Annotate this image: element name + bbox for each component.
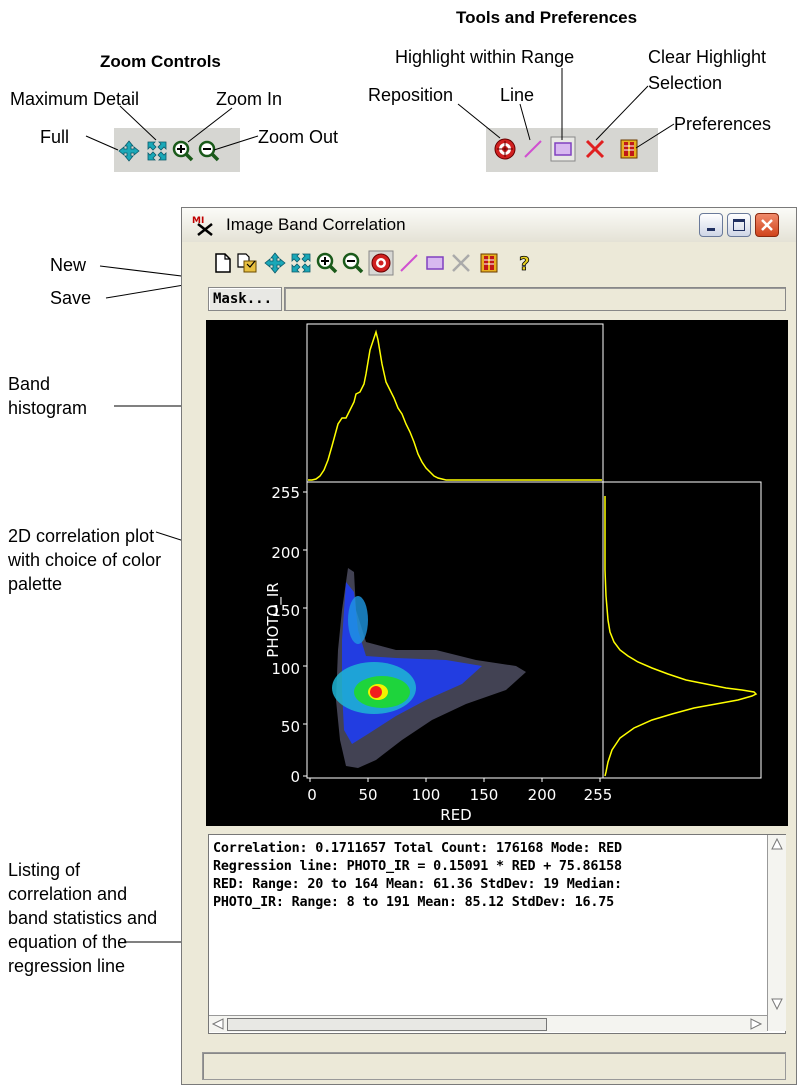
y-ticks: 255 200 150 100 50 0	[271, 484, 300, 786]
zoom-controls-heading: Zoom Controls	[100, 52, 221, 71]
y-axis-label: PHOTO_IR	[264, 582, 283, 657]
reposition-icon[interactable]	[368, 250, 394, 276]
line-icon[interactable]	[398, 252, 420, 274]
correlation-plot-area[interactable]: 255 200 150 100 50 0 0 50 100 150	[206, 320, 788, 826]
x-tick-200: 200	[528, 786, 557, 804]
x-tick-150: 150	[470, 786, 499, 804]
preferences-icon[interactable]	[478, 252, 500, 274]
horizontal-scroll-thumb[interactable]	[227, 1018, 547, 1031]
full-icon[interactable]	[264, 252, 286, 274]
stats-line-regression: Regression line: PHOTO_IR = 0.15091 * RE…	[213, 859, 622, 874]
y-tick-150: 150	[271, 602, 300, 620]
x-tick-100: 100	[412, 786, 441, 804]
clear-highlight-leader	[595, 85, 649, 141]
close-button[interactable]	[755, 213, 779, 237]
clear-highlight-label: Clear Highlight	[648, 47, 767, 67]
correlation-plot-callout: 2D correlation plot with choice of color…	[8, 526, 162, 594]
x-tick-0: 0	[307, 786, 317, 804]
line-label: Line	[500, 85, 535, 105]
stats-line-correlation: Correlation: 0.1711657 Total Count: 1761…	[213, 841, 622, 856]
full-leader	[85, 135, 119, 151]
red-band-histogram	[308, 329, 602, 481]
x-ticks: 0 50 100 150 200 255	[307, 786, 612, 804]
close-icon	[761, 219, 773, 231]
full-label: Full	[40, 127, 70, 147]
scroll-left-icon[interactable]	[211, 1017, 225, 1031]
toolbar: ?	[202, 248, 602, 280]
preferences-label: Preferences	[674, 114, 772, 134]
preferences-icon	[620, 139, 638, 159]
y-tick-200: 200	[271, 544, 300, 562]
selection-label: Selection	[648, 73, 723, 93]
listing-callout: Listing of correlation and band statisti…	[8, 860, 158, 976]
correlation-plot-svg: 255 200 150 100 50 0 0 50 100 150	[264, 323, 762, 824]
save-icon[interactable]	[236, 252, 258, 274]
maximize-button[interactable]	[727, 213, 751, 237]
maximum-detail-icon	[147, 141, 167, 161]
scatter-density	[332, 568, 526, 768]
scroll-up-icon[interactable]	[770, 837, 784, 851]
tools-preferences-heading: Tools and Preferences	[456, 8, 638, 27]
zoom-in-leader	[187, 107, 233, 143]
svg-text:?: ?	[519, 253, 530, 274]
x-tick-255: 255	[584, 786, 613, 804]
y-tick-100: 100	[271, 660, 300, 678]
preferences-leader	[635, 123, 675, 149]
clear-highlight-icon	[585, 139, 605, 159]
clear-highlight-icon[interactable]	[450, 252, 472, 274]
zoom-in-label: Zoom In	[216, 89, 283, 109]
stats-line-photo-ir: PHOTO_IR: Range: 8 to 191 Mean: 85.12 St…	[213, 895, 614, 910]
photo-ir-band-histogram	[604, 496, 758, 777]
zoom-out-icon	[198, 140, 220, 162]
maximum-detail-leader	[119, 105, 157, 141]
window-title: Image Band Correlation	[226, 215, 406, 234]
help-icon[interactable]: ?	[514, 252, 536, 274]
app-icon: MI	[192, 216, 213, 236]
zoom-out-icon[interactable]	[342, 252, 364, 274]
new-icon[interactable]	[212, 252, 234, 274]
statistics-listing[interactable]: Correlation: 0.1711657 Total Count: 1761…	[208, 834, 786, 1034]
x-axis-label: RED	[440, 806, 471, 824]
status-bar	[202, 1052, 786, 1080]
title-bar[interactable]: MI Image Band Correlation	[182, 208, 796, 242]
full-icon	[118, 140, 140, 162]
y-tick-0: 0	[290, 768, 300, 786]
new-callout: New	[50, 255, 87, 275]
y-tick-255: 255	[271, 484, 300, 502]
image-band-correlation-window: MI Image Band Correlation	[181, 207, 797, 1085]
zoom-out-leader	[213, 135, 259, 151]
line-leader	[519, 103, 531, 141]
mask-field[interactable]	[284, 287, 786, 311]
minimize-button[interactable]	[699, 213, 723, 237]
vertical-scrollbar[interactable]	[767, 835, 786, 1031]
maximum-detail-label: Maximum Detail	[10, 89, 140, 109]
x-tick-50: 50	[358, 786, 377, 804]
scroll-down-icon[interactable]	[770, 997, 784, 1011]
horizontal-scrollbar[interactable]	[209, 1015, 767, 1032]
save-callout: Save	[50, 288, 92, 308]
scroll-right-icon[interactable]	[749, 1017, 763, 1031]
y-tick-50: 50	[281, 718, 300, 736]
highlight-range-icon	[550, 136, 576, 162]
minimize-icon	[707, 228, 715, 231]
zoom-in-icon	[172, 140, 194, 162]
maximize-icon	[733, 219, 745, 231]
highlight-within-range-label: Highlight within Range	[395, 47, 575, 67]
zoom-out-label: Zoom Out	[258, 127, 339, 147]
reposition-icon	[494, 138, 516, 160]
highlight-range-icon[interactable]	[424, 252, 446, 274]
maximum-detail-icon[interactable]	[290, 252, 312, 274]
zoom-in-icon[interactable]	[316, 252, 338, 274]
stats-line-red: RED: Range: 20 to 164 Mean: 61.36 StdDev…	[213, 877, 622, 892]
mask-button[interactable]: Mask...	[208, 287, 282, 311]
right-histogram-frame	[602, 481, 762, 779]
band-histogram-callout: Band histogram	[8, 374, 88, 418]
reposition-label: Reposition	[368, 85, 454, 105]
line-icon	[524, 140, 542, 158]
svg-text:MI: MI	[192, 216, 204, 226]
top-histogram-frame	[306, 323, 604, 483]
reposition-leader	[457, 103, 501, 139]
